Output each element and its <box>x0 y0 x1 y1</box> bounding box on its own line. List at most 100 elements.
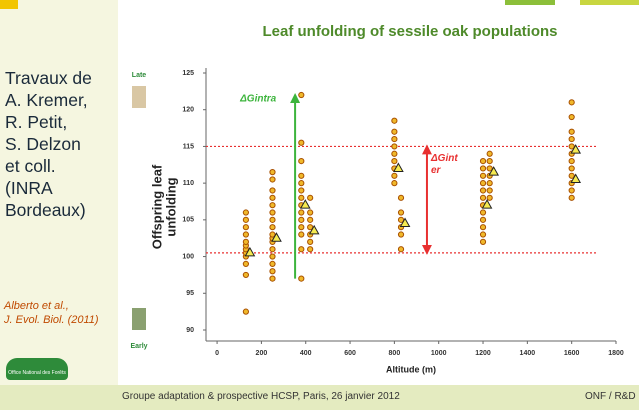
mean-marker <box>488 166 500 176</box>
logo-text: Office National des Forêts <box>8 370 66 376</box>
top-bar <box>505 0 555 5</box>
data-point <box>391 135 398 143</box>
x-tick-label: 200 <box>256 350 268 357</box>
y-end-label: Early <box>130 343 147 350</box>
data-point <box>397 231 405 238</box>
side-text: (INRA <box>5 178 53 198</box>
data-point <box>391 150 398 157</box>
side-text: A. Kremer, <box>5 90 88 110</box>
data-point <box>568 143 575 150</box>
data-point <box>307 238 314 245</box>
data-point <box>242 231 249 238</box>
data-point <box>479 194 487 201</box>
data-point <box>298 209 305 216</box>
mean-marker <box>271 232 282 242</box>
data-point <box>269 224 276 231</box>
data-point <box>307 224 314 231</box>
early-icon <box>132 308 146 330</box>
data-point <box>242 209 249 216</box>
mean-marker <box>399 217 411 228</box>
data-point <box>397 209 405 216</box>
data-point <box>568 99 575 106</box>
y-axis-label: Offspring leaf <box>149 164 164 249</box>
data-point <box>269 194 276 201</box>
citation: Alberto et al., <box>4 300 69 312</box>
citation: J. Evol. Biol. (2011) <box>4 314 99 326</box>
data-point <box>391 172 398 179</box>
x-tick-label: 1800 <box>608 350 624 357</box>
data-point <box>269 260 276 268</box>
data-point <box>397 246 405 253</box>
logo: Office National des Forêts <box>6 358 68 380</box>
data-point <box>298 172 305 179</box>
data-point <box>269 187 276 194</box>
data-point <box>269 216 276 223</box>
y-tick-label: 125 <box>182 70 194 77</box>
y-axis-label: unfolding <box>163 177 178 236</box>
data-point <box>298 231 305 238</box>
top-bar <box>580 0 639 5</box>
data-point <box>298 246 305 253</box>
mean-marker <box>308 224 320 235</box>
data-point <box>568 187 575 194</box>
data-point <box>307 209 314 216</box>
data-point <box>298 187 305 194</box>
data-point <box>242 224 249 231</box>
data-point <box>391 128 398 135</box>
data-point <box>568 194 575 201</box>
data-point <box>307 216 314 223</box>
data-point <box>298 275 305 282</box>
data-point <box>298 180 305 187</box>
data-point <box>568 172 575 179</box>
side-text: Bordeaux) <box>5 200 86 220</box>
side-text: et coll. <box>5 156 56 176</box>
side-text: Travaux de <box>5 68 92 88</box>
late-icon <box>132 86 146 108</box>
chart-title: Leaf unfolding of sessile oak population… <box>262 23 557 40</box>
data-point <box>568 135 575 143</box>
x-tick-label: 1200 <box>475 350 491 357</box>
data-point <box>486 158 493 165</box>
chart: Leaf unfolding of sessile oak population… <box>130 23 624 374</box>
y-tick-label: 100 <box>182 253 194 260</box>
data-point <box>298 91 305 99</box>
data-point <box>242 216 249 223</box>
corner-mark <box>0 0 18 9</box>
y-end-label: Late <box>132 72 147 79</box>
data-point <box>269 253 276 260</box>
data-point <box>298 139 305 146</box>
data-point <box>298 158 305 165</box>
x-tick-label: 1400 <box>520 350 536 357</box>
data-point <box>269 209 276 216</box>
x-tick-label: 1000 <box>431 350 447 357</box>
mean-marker <box>481 199 493 209</box>
data-point <box>479 172 487 179</box>
side-text: S. Delzon <box>5 134 81 154</box>
data-point <box>307 194 314 201</box>
data-point <box>397 216 405 223</box>
data-point <box>479 224 487 231</box>
data-point <box>298 194 305 201</box>
data-point <box>269 176 276 183</box>
data-point <box>391 158 398 165</box>
y-tick-label: 90 <box>186 327 194 334</box>
arrow-label: ΔGintra <box>239 94 277 105</box>
data-point <box>479 165 487 172</box>
data-point <box>242 260 249 268</box>
data-point <box>391 117 398 124</box>
data-point <box>269 231 276 238</box>
data-point <box>568 128 575 135</box>
side-panel <box>0 0 118 385</box>
y-tick-label: 110 <box>183 180 194 187</box>
x-tick-label: 0 <box>215 350 219 357</box>
data-point <box>479 158 487 165</box>
arrow-label: ΔGint <box>430 153 458 164</box>
data-point <box>486 187 493 194</box>
footer: Groupe adaptation & prospective HCSP, Pa… <box>0 385 639 410</box>
data-point <box>486 194 493 201</box>
y-tick-label: 120 <box>182 107 194 114</box>
data-point <box>479 180 487 187</box>
x-axis-label: Altitude (m) <box>386 364 436 374</box>
data-point <box>242 271 249 279</box>
